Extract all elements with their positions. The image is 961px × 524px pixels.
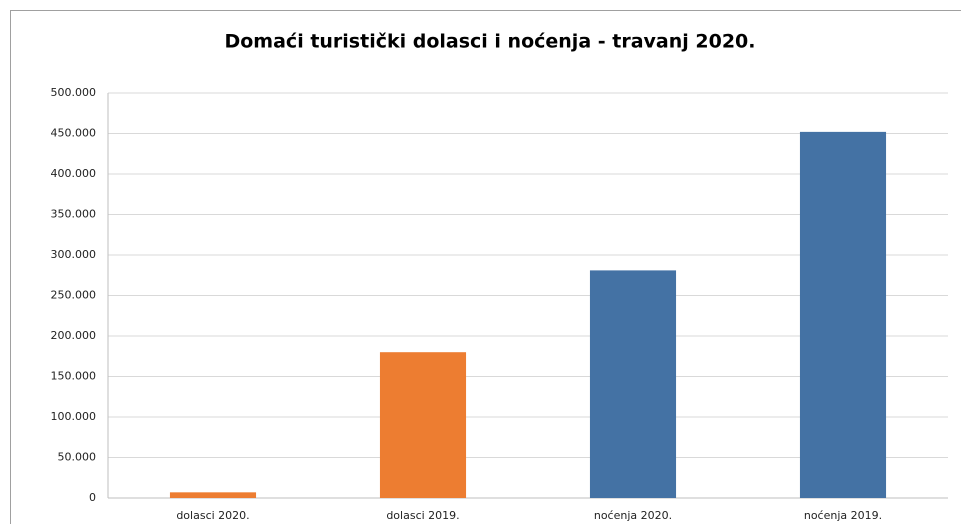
y-tick-label: 200.000 bbox=[51, 329, 97, 342]
y-tick-label: 100.000 bbox=[51, 410, 97, 423]
y-tick-label: 350.000 bbox=[51, 208, 97, 221]
y-tick-label: 0 bbox=[89, 491, 96, 504]
bar bbox=[589, 270, 677, 498]
y-tick-label: 450.000 bbox=[51, 127, 97, 140]
y-tick-label: 150.000 bbox=[51, 370, 97, 383]
x-tick-label: noćenja 2019. bbox=[804, 509, 882, 522]
y-tick-label: 50.000 bbox=[58, 451, 97, 464]
bar bbox=[169, 492, 257, 498]
y-tick-label: 500.000 bbox=[51, 86, 97, 99]
y-tick-label: 250.000 bbox=[51, 289, 97, 302]
x-tick-label: dolasci 2019. bbox=[386, 509, 459, 522]
x-tick-label: noćenja 2020. bbox=[594, 509, 672, 522]
y-tick-label: 300.000 bbox=[51, 248, 97, 261]
x-tick-label: dolasci 2020. bbox=[176, 509, 249, 522]
y-tick-label: 400.000 bbox=[51, 167, 97, 180]
bar bbox=[379, 352, 467, 498]
bar bbox=[799, 131, 887, 498]
chart-title: Domaći turistički dolasci i noćenja - tr… bbox=[224, 31, 755, 53]
